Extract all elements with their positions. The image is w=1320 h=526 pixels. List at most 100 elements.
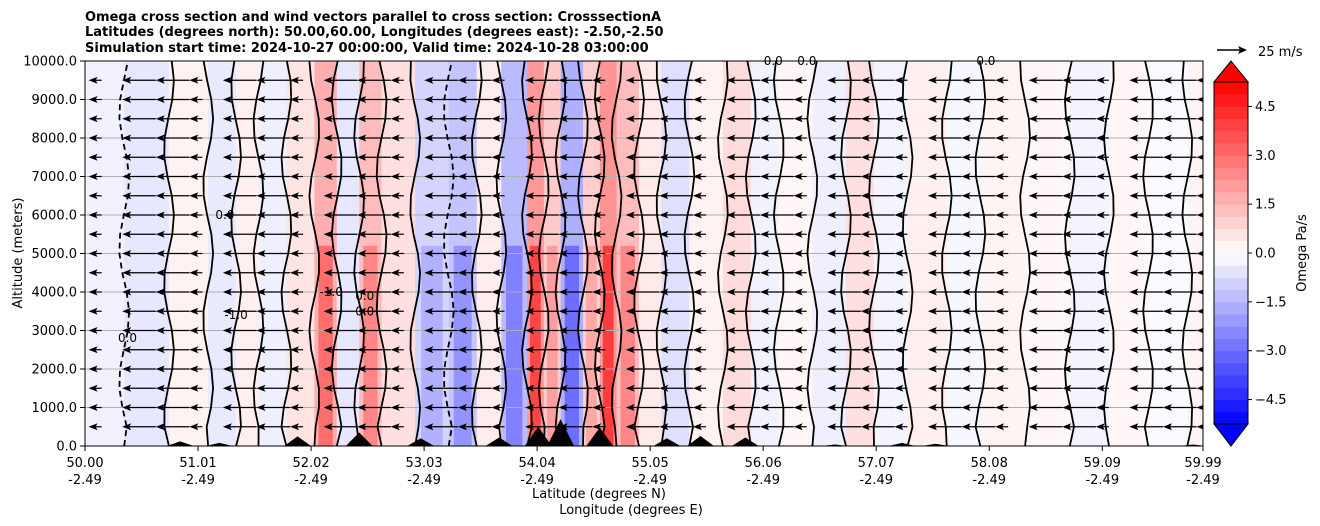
wind-vector-head <box>894 384 904 392</box>
wind-vector <box>122 404 156 411</box>
wind-vector <box>390 404 404 411</box>
wind-vector <box>894 307 908 315</box>
wind-vector <box>457 211 492 219</box>
wind-vector <box>558 288 593 296</box>
wind-vector-head <box>894 250 904 257</box>
wind-vector-head <box>222 153 232 161</box>
wind-vector <box>491 173 505 180</box>
wind-vector-head <box>491 115 501 123</box>
wind-vector-head <box>525 173 535 180</box>
wind-vector-head <box>424 269 434 277</box>
wind-vector <box>189 365 203 373</box>
wind-vector <box>927 327 962 334</box>
wind-vector-head <box>1129 230 1139 238</box>
vector-key-label: 25 m/s <box>1258 45 1303 60</box>
wind-vector <box>692 134 707 142</box>
wind-vector <box>1196 231 1203 237</box>
wind-vector-head <box>424 250 434 257</box>
wind-vector-head <box>390 76 400 84</box>
wind-vector <box>323 250 358 257</box>
wind-vector-head <box>88 76 98 84</box>
wind-vector <box>1062 192 1096 200</box>
wind-vector-head <box>592 327 602 334</box>
wind-vector <box>827 134 861 142</box>
wind-vector-head <box>827 153 837 161</box>
wind-vector-head <box>525 192 535 200</box>
wind-vector-head <box>357 153 367 161</box>
wind-vector-head <box>424 307 434 315</box>
wind-vector <box>1196 96 1203 103</box>
wind-vector <box>558 250 593 257</box>
wind-vector <box>390 115 404 123</box>
wind-vector <box>390 192 404 200</box>
wind-vector-head <box>357 250 367 257</box>
wind-vector-head <box>1129 365 1139 373</box>
wind-vector <box>357 173 391 180</box>
wind-vector <box>659 423 694 431</box>
wind-vector <box>860 365 895 373</box>
wind-vector <box>995 115 1009 123</box>
wind-vector-head <box>894 76 904 84</box>
wind-vector-head <box>927 404 937 411</box>
wind-vector-head <box>927 288 937 296</box>
wind-vector <box>793 76 807 84</box>
wind-vector <box>1028 365 1063 373</box>
wind-vector <box>290 404 304 411</box>
wind-vector <box>760 250 794 257</box>
wind-vector <box>1162 384 1197 392</box>
wind-vector <box>659 192 694 200</box>
wind-vector-head <box>1095 211 1105 219</box>
wind-vector-head <box>357 327 367 334</box>
wind-vector <box>525 423 559 431</box>
wind-vector-head <box>1129 288 1139 296</box>
wind-vector <box>256 307 291 315</box>
wind-vector-head <box>222 250 232 257</box>
wind-vector-head <box>793 211 803 219</box>
wind-vector <box>525 307 559 315</box>
wind-vector-head <box>189 115 199 123</box>
wind-vector <box>625 96 660 103</box>
wind-vector <box>726 307 761 315</box>
wind-vector-head <box>256 173 266 180</box>
wind-vector-head <box>558 288 568 296</box>
wind-vector-head <box>323 134 333 142</box>
wind-vector-head <box>726 365 736 373</box>
wind-vector-head <box>961 269 971 277</box>
wind-vector-head <box>726 327 736 334</box>
wind-vector <box>256 211 291 219</box>
wind-vector-head <box>1196 250 1203 257</box>
wind-vector-head <box>625 423 635 431</box>
wind-vector-head <box>424 76 434 84</box>
wind-vector-head <box>995 327 1005 334</box>
wind-vector-head <box>827 423 837 431</box>
wind-vector-head <box>290 288 300 296</box>
wind-vector <box>457 230 492 238</box>
wind-vector <box>558 192 593 200</box>
wind-vector <box>424 173 459 180</box>
colorbar-segment <box>1214 350 1248 364</box>
wind-vector <box>189 327 203 334</box>
wind-vector <box>692 288 707 296</box>
wind-vector <box>995 211 1009 219</box>
wind-vector-head <box>390 365 400 373</box>
wind-vector-head <box>1196 231 1203 237</box>
wind-vector-head <box>558 365 568 373</box>
wind-vector <box>256 327 291 334</box>
colorbar-segment <box>1214 130 1248 144</box>
wind-vector <box>827 384 861 392</box>
wind-vector-head <box>1129 153 1139 161</box>
wind-vector-head <box>692 365 702 373</box>
wind-vector-head <box>592 230 602 238</box>
wind-vector-head <box>1162 327 1172 334</box>
wind-vector-head <box>692 327 702 334</box>
wind-vector-head <box>1095 384 1105 392</box>
wind-vector <box>625 115 660 123</box>
wind-vector <box>961 192 996 200</box>
wind-vector-head <box>860 211 870 219</box>
wind-vector-head <box>927 192 937 200</box>
wind-vector-head <box>692 153 702 161</box>
wind-vector-head <box>155 153 165 161</box>
wind-vector-head <box>357 192 367 200</box>
wind-vector <box>726 230 761 238</box>
wind-vector-head <box>155 134 165 142</box>
